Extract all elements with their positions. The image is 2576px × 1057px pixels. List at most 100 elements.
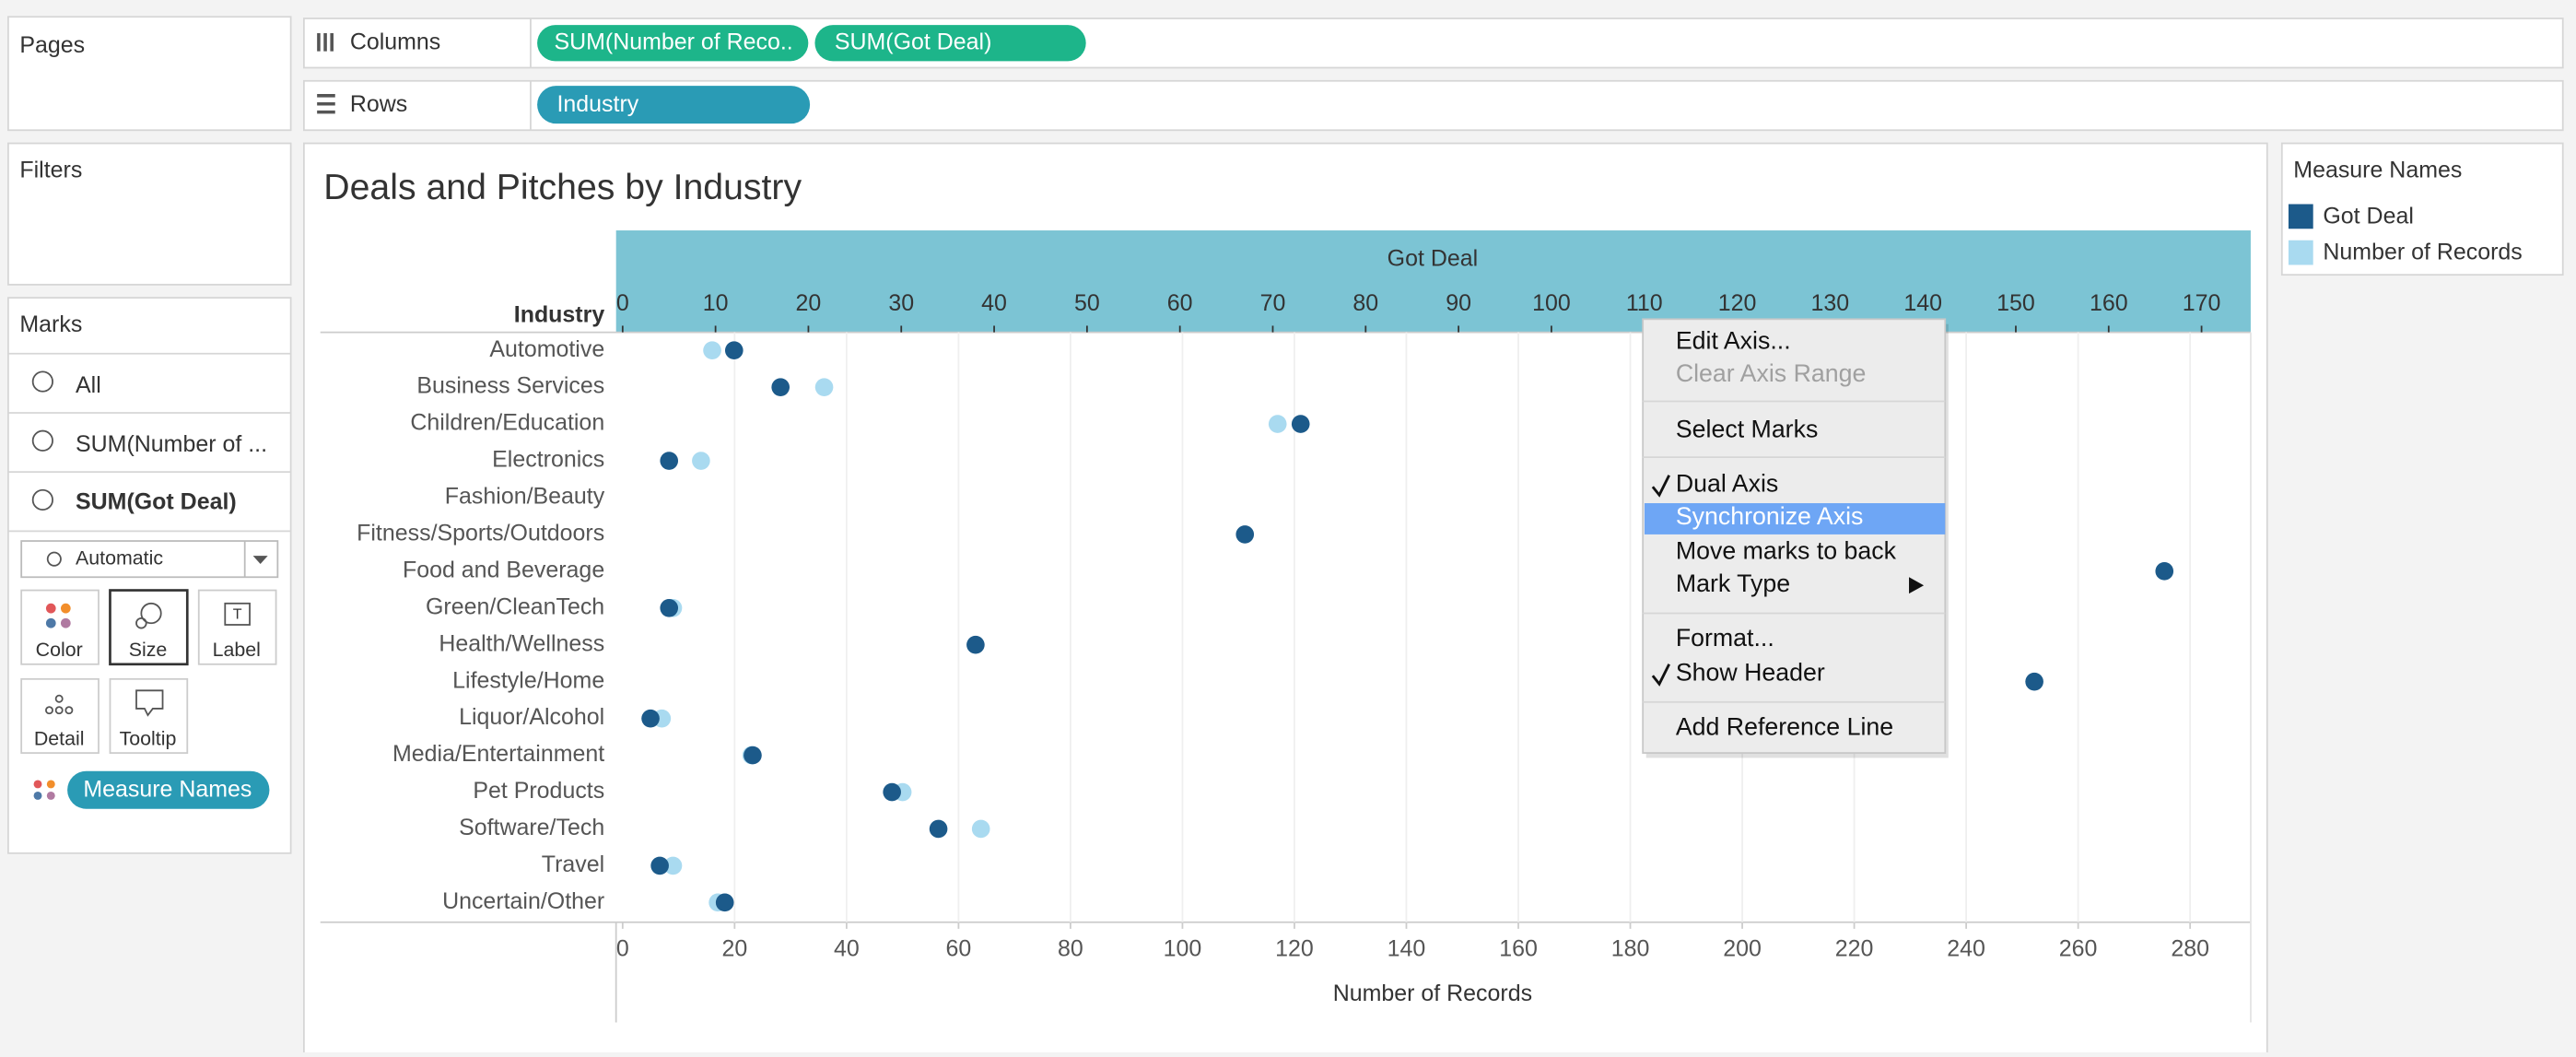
- columns-icon: [317, 33, 334, 52]
- y-tick-label: Health/Wellness: [439, 630, 604, 656]
- x-tick-label: 90: [1446, 290, 1471, 316]
- x-tick-label: 60: [1167, 290, 1193, 316]
- x-tick-label: 100: [1532, 290, 1571, 316]
- x-tick-label: 150: [1996, 290, 2035, 316]
- icon: [54, 706, 64, 715]
- filters-label: Filters: [19, 157, 82, 182]
- x2-tick-label: 260: [2059, 936, 2098, 962]
- icon: [33, 780, 42, 789]
- button-label: Label: [213, 639, 261, 661]
- dot: [971, 819, 990, 839]
- x2-tick-label: 180: [1611, 936, 1650, 962]
- legend-title: Measure Names: [2293, 157, 2462, 182]
- x2-tick-label: 40: [834, 936, 860, 962]
- menu-item[interactable]: Move marks to back: [1676, 537, 1897, 565]
- menu-highlight: [1644, 503, 1946, 534]
- menu-item[interactable]: Show Header: [1676, 659, 1825, 687]
- x2-tick-label: 200: [1723, 936, 1762, 962]
- y-tick-label: Travel: [542, 851, 604, 877]
- x2-tick-label: 220: [1835, 936, 1874, 962]
- pill-label: Industry: [556, 91, 638, 117]
- icon: [135, 617, 147, 629]
- pill-label: SUM(Number of Reco..: [554, 29, 792, 54]
- pill[interactable]: [537, 25, 809, 62]
- x2-tick-label: 20: [721, 936, 747, 962]
- x2-tick-label: 60: [946, 936, 972, 962]
- x2-tick-label: 280: [2171, 936, 2209, 962]
- pill[interactable]: [537, 86, 811, 124]
- x2-tick-label: 120: [1275, 936, 1314, 962]
- icon: [45, 706, 53, 715]
- mark-type-dropdown[interactable]: [20, 540, 279, 579]
- dot: [929, 819, 948, 839]
- y-tick-label: Software/Tech: [459, 815, 604, 840]
- menu-item[interactable]: Edit Axis...: [1676, 326, 1791, 354]
- y-tick-label: Uncertain/Other: [442, 888, 604, 914]
- y-tick-label: Media/Entertainment: [392, 741, 604, 767]
- marks-card[interactable]: SUM(Number of ...: [76, 431, 267, 457]
- dot: [1268, 415, 1287, 433]
- icon: [45, 603, 56, 614]
- pill[interactable]: [814, 25, 1086, 62]
- menu-item[interactable]: Dual Axis: [1676, 469, 1778, 497]
- submenu-arrow: [1909, 577, 1925, 594]
- icon: [46, 791, 55, 800]
- icon: [140, 602, 162, 625]
- pill-label: Measure Names: [83, 777, 252, 803]
- dot: [883, 782, 901, 802]
- mark-type[interactable]: Automatic: [76, 546, 163, 569]
- x-tick-label: 70: [1260, 290, 1286, 316]
- radio[interactable]: [31, 370, 53, 393]
- check: [1651, 475, 1670, 498]
- icon: [54, 694, 64, 703]
- chart-title: Deals and Pitches by Industry: [323, 167, 802, 207]
- y-tick-label: Green/CleanTech: [426, 593, 604, 619]
- y-tick-label: Fashion/Beauty: [445, 484, 605, 510]
- menu-item[interactable]: Mark Type: [1676, 570, 1790, 597]
- dot: [660, 598, 679, 617]
- dot: [744, 746, 762, 765]
- y-tick-label: Business Services: [416, 373, 604, 399]
- x-tick-label: 140: [1903, 290, 1942, 316]
- x-tick-label: 160: [2090, 290, 2128, 316]
- rows-icon: [317, 94, 335, 114]
- icon: [60, 603, 71, 614]
- menu-item[interactable]: Add Reference Line: [1676, 712, 1893, 740]
- pill[interactable]: [67, 770, 270, 809]
- y-tick-label: Electronics: [492, 447, 604, 473]
- x-tick-label: 0: [616, 290, 629, 316]
- dot: [715, 893, 734, 912]
- y-tick-label: Food and Beverage: [403, 557, 604, 582]
- menu-item[interactable]: Format...: [1676, 624, 1774, 652]
- legend-swatch: [2288, 204, 2313, 229]
- x2-tick-label: 240: [1947, 936, 1985, 962]
- radio[interactable]: [31, 488, 53, 511]
- dot: [663, 856, 683, 875]
- dot: [692, 452, 710, 470]
- dot: [660, 452, 679, 470]
- menu-item[interactable]: Select Marks: [1676, 416, 1819, 443]
- shelf-label: Rows: [350, 91, 407, 117]
- dot: [1291, 415, 1310, 433]
- marks-card[interactable]: SUM(Got Deal): [76, 489, 237, 515]
- x-tick-label: 120: [1718, 290, 1757, 316]
- dot: [703, 341, 721, 360]
- legend-items: Got Deal Number of Records: [2288, 203, 2523, 265]
- dot: [650, 856, 669, 875]
- x-tick-label: 110: [1626, 290, 1663, 316]
- icon: [33, 791, 42, 800]
- y-tick-label: Children/Education: [410, 410, 604, 436]
- size-button[interactable]: [109, 589, 189, 666]
- shelf-label: Columns: [350, 29, 440, 54]
- radio[interactable]: [31, 429, 53, 452]
- color-button[interactable]: [20, 589, 100, 665]
- marks-card[interactable]: All: [76, 372, 101, 398]
- detail-button[interactable]: [20, 677, 100, 754]
- icon: [224, 602, 251, 626]
- menu-item: Clear Axis Range: [1676, 359, 1867, 387]
- dot: [2025, 672, 2043, 691]
- menu-item[interactable]: Synchronize Axis: [1676, 502, 1864, 530]
- dot: [724, 341, 744, 360]
